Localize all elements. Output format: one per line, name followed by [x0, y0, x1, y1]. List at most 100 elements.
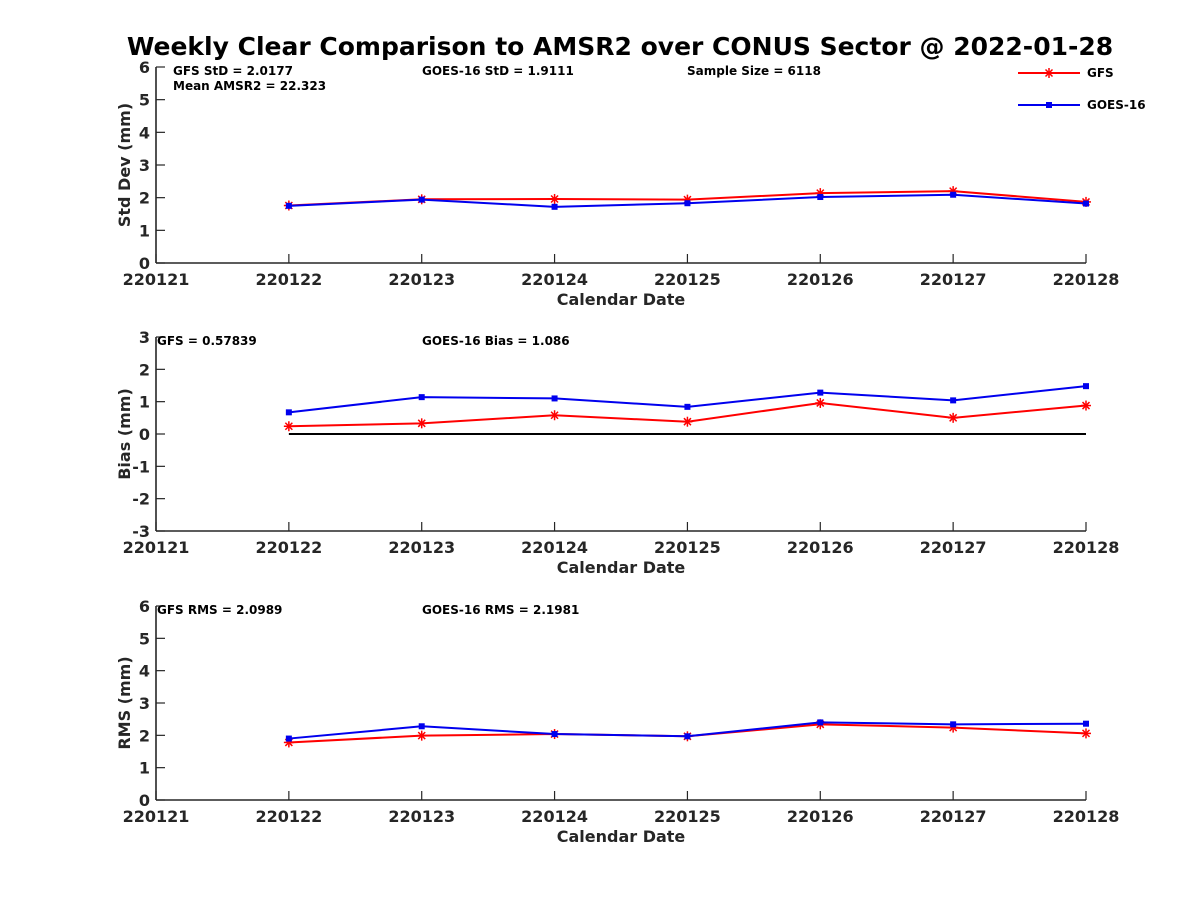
data-point: [950, 397, 957, 404]
x-tick-label: 220122: [255, 807, 322, 826]
data-point: [551, 395, 558, 402]
data-point: [817, 719, 824, 726]
y-tick-label: -3: [132, 522, 150, 541]
data-point: [817, 389, 824, 396]
y-tick-label: 5: [139, 629, 150, 648]
y-tick-label: 2: [139, 360, 150, 379]
x-tick-label: 220121: [123, 807, 190, 826]
y-tick-label: -2: [132, 490, 150, 509]
data-point: [1083, 383, 1089, 390]
data-point: [418, 196, 425, 203]
y-tick-label: 1: [139, 221, 150, 240]
x-tick-label: 220126: [787, 270, 854, 289]
x-axis-label: Calendar Date: [557, 558, 686, 577]
data-point: [418, 394, 425, 401]
y-tick-label: 6: [139, 58, 150, 77]
data-point: [950, 721, 957, 728]
x-tick-label: 220125: [654, 538, 721, 557]
stat-annotation: GFS = 0.57839: [157, 334, 257, 348]
series-goes-16: [285, 719, 1089, 742]
y-tick-label: 3: [139, 694, 150, 713]
x-tick-label: 220122: [255, 538, 322, 557]
data-point: [551, 203, 558, 210]
y-tick-label: -1: [132, 457, 150, 476]
x-axis-label: Calendar Date: [557, 827, 686, 846]
stat-annotation: GOES-16 Bias = 1.086: [422, 334, 570, 348]
legend-label: GOES-16: [1087, 98, 1146, 112]
x-tick-label: 220128: [1053, 270, 1120, 289]
x-tick-label: 220122: [255, 270, 322, 289]
figure-title: Weekly Clear Comparison to AMSR2 over CO…: [127, 32, 1113, 61]
x-tick-label: 220123: [388, 807, 455, 826]
data-point: [684, 733, 691, 740]
data-point: [283, 421, 294, 432]
data-point: [815, 397, 826, 408]
data-point: [948, 412, 959, 423]
y-axis-label: RMS (mm): [115, 656, 134, 749]
x-tick-label: 220121: [123, 538, 190, 557]
x-tick-label: 220124: [521, 538, 588, 557]
y-tick-label: 2: [139, 726, 150, 745]
data-point: [549, 410, 560, 421]
stat-annotation: GOES-16 StD = 1.9111: [422, 64, 574, 78]
data-point: [1081, 400, 1091, 411]
y-tick-label: 1: [139, 759, 150, 778]
data-point: [285, 409, 292, 416]
data-point: [684, 200, 691, 207]
x-tick-label: 220127: [920, 270, 987, 289]
y-tick-label: 0: [139, 791, 150, 810]
data-point: [950, 191, 957, 198]
legend-label: GFS: [1087, 66, 1114, 80]
y-tick-label: 5: [139, 91, 150, 110]
panel-bias: -3 -2 -1 0 1 2 3 220121 220122 220123 220124 220125…: [115, 328, 1119, 577]
series-gfs: [283, 186, 1091, 211]
x-tick-label: 220125: [654, 807, 721, 826]
data-point: [1083, 200, 1089, 207]
y-axis-label: Bias (mm): [115, 388, 134, 480]
data-point: [1081, 728, 1091, 739]
data-point: [285, 202, 292, 209]
stat-annotation: GFS RMS = 2.0989: [157, 603, 282, 617]
y-tick-label: 6: [139, 597, 150, 616]
y-tick-label: 4: [139, 123, 150, 142]
data-point: [1083, 720, 1089, 727]
y-tick-label: 1: [139, 393, 150, 412]
panel-rms: 0 1 2 3 4 5 6 220121 220122 220123 220124 220125 220…: [115, 597, 1119, 846]
x-tick-label: 220127: [920, 807, 987, 826]
x-tick-label: 220126: [787, 807, 854, 826]
x-tick-label: 220124: [521, 807, 588, 826]
x-axis-label: Calendar Date: [557, 290, 686, 309]
data-point: [551, 731, 558, 738]
data-point: [684, 403, 691, 410]
x-tick-label: 220123: [388, 270, 455, 289]
stat-annotation: Sample Size = 6118: [687, 64, 821, 78]
legend-marker: [1044, 68, 1054, 78]
series-goes-16: [285, 191, 1089, 210]
y-tick-label: 4: [139, 662, 150, 681]
stat-annotation: GFS StD = 2.0177: [173, 64, 293, 78]
legend-marker: [1046, 102, 1052, 108]
x-tick-label: 220124: [521, 270, 588, 289]
legend-entry-goes-16: GOES-16: [1018, 98, 1146, 112]
y-tick-label: 0: [139, 254, 150, 273]
series-gfs: [283, 397, 1091, 432]
y-tick-label: 3: [139, 156, 150, 175]
legend: GFS GOES-16: [1018, 66, 1146, 112]
panel-stddev: 0 1 2 3 4 5 6 220121 220122 220123 220124 220125 220…: [115, 58, 1119, 309]
y-tick-label: 3: [139, 328, 150, 347]
x-tick-label: 220125: [654, 270, 721, 289]
y-tick-label: 2: [139, 189, 150, 208]
data-point: [682, 416, 693, 427]
data-point: [418, 723, 425, 730]
x-tick-label: 220121: [123, 270, 190, 289]
y-tick-label: 0: [139, 425, 150, 444]
data-point: [416, 418, 427, 429]
data-point: [285, 735, 292, 742]
legend-entry-gfs: GFS: [1018, 66, 1114, 80]
x-tick-label: 220127: [920, 538, 987, 557]
x-tick-label: 220123: [388, 538, 455, 557]
stat-annotation: Mean AMSR2 = 22.323: [173, 79, 326, 93]
x-tick-label: 220128: [1053, 538, 1120, 557]
x-tick-label: 220126: [787, 538, 854, 557]
